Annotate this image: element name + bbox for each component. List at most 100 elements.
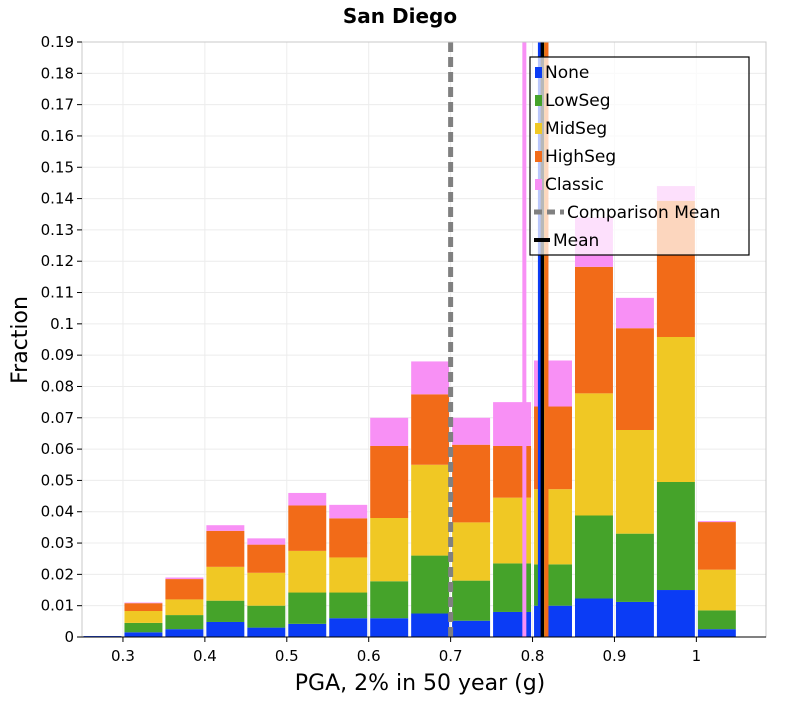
bar-segment-classic: [124, 602, 163, 604]
bar-segment-highseg: [574, 266, 613, 394]
x-tick-label: 0.4: [193, 647, 217, 665]
bar-segment-none: [697, 629, 736, 637]
bar-segment-none: [452, 620, 491, 637]
y-tick-label: 0.19: [41, 33, 74, 51]
bar-segment-classic: [697, 521, 736, 523]
y-tick-label: 0.17: [41, 96, 74, 114]
legend-swatch-lowseg: [535, 95, 542, 106]
bar-segment-midseg: [247, 572, 286, 606]
y-axis-label: Fraction: [8, 296, 33, 384]
bar-segment-highseg: [247, 544, 286, 573]
bar-segment-midseg: [165, 599, 204, 616]
bar-segment-midseg: [574, 393, 613, 516]
y-tick-label: 0.18: [41, 64, 74, 82]
x-tick-label: 0.3: [111, 647, 135, 665]
chart-title: San Diego: [343, 4, 457, 28]
bar-segment-midseg: [697, 569, 736, 611]
bar-segment-none: [656, 590, 695, 637]
bar-segment-highseg: [288, 505, 327, 551]
bar-segment-classic: [165, 577, 204, 580]
bar-segment-lowseg: [370, 581, 409, 619]
bar-segment-lowseg: [656, 481, 695, 591]
legend-swatch-classic: [535, 179, 542, 190]
x-tick-label: 0.5: [275, 647, 299, 665]
legend-swatch-none: [535, 67, 542, 78]
bar-segment-lowseg: [288, 592, 327, 624]
legend-label: None: [545, 63, 589, 83]
legend-swatch-midseg: [535, 123, 542, 134]
bar-segment-classic: [411, 361, 450, 395]
y-tick-label: 0.06: [41, 440, 74, 458]
bar-segment-classic: [370, 417, 409, 446]
bar-segment-highseg: [452, 444, 491, 523]
bar-segment-midseg: [288, 550, 327, 593]
legend-label: MidSeg: [545, 119, 607, 139]
bar-segment-midseg: [411, 464, 450, 556]
y-tick-label: 0: [64, 628, 74, 646]
y-tick-label: 0.13: [41, 221, 74, 239]
legend-swatch-highseg: [535, 151, 542, 162]
x-tick-label: 1: [692, 647, 702, 665]
bar-segment-highseg: [615, 328, 654, 431]
y-tick-label: 0.03: [41, 534, 74, 552]
bar-segment-midseg: [206, 566, 245, 601]
bar-segment-midseg: [124, 611, 163, 623]
bar-segment-lowseg: [329, 592, 368, 619]
y-tick-label: 0.16: [41, 127, 74, 145]
bar-segment-none: [124, 632, 163, 637]
y-tick-label: 0.04: [41, 503, 74, 521]
bar-segment-none: [615, 601, 654, 637]
bar-segment-lowseg: [452, 580, 491, 621]
bar-segment-highseg: [329, 518, 368, 558]
bar-segment-midseg: [615, 430, 654, 534]
bar-segment-classic: [452, 417, 491, 445]
x-tick-label: 0.8: [521, 647, 545, 665]
legend-label: Mean: [553, 231, 599, 251]
bar-segment-none: [370, 618, 409, 637]
bar-segment-classic: [288, 492, 327, 506]
bar-segment-none: [206, 621, 245, 637]
bar-segment-classic: [615, 297, 654, 329]
bar-segment-lowseg: [206, 600, 245, 622]
bar-segment-lowseg: [247, 605, 286, 628]
legend-label: Classic: [545, 175, 604, 195]
bar-segment-lowseg: [165, 615, 204, 630]
x-axis-ticks: 0.3 0.4 0.5 0.6 0.7 0.8 0.9 1: [111, 637, 701, 665]
y-axis-ticks: 0 0.01 0.02 0.03 0.04 0.05 0.06 0.07 0.08 0.09 0.1…: [41, 33, 82, 646]
y-tick-label: 0.05: [41, 471, 74, 489]
bar-segment-none: [574, 598, 613, 637]
legend: None LowSeg MidSeg HighSeg Classic Comparison…: [529, 56, 750, 256]
bar-segment-none: [411, 613, 450, 637]
y-tick-label: 0.1: [50, 315, 74, 333]
x-tick-label: 0.9: [603, 647, 627, 665]
x-tick-label: 0.6: [357, 647, 381, 665]
bar-segment-lowseg: [615, 533, 654, 602]
bar-segment-midseg: [452, 522, 491, 581]
bar-segment-midseg: [329, 557, 368, 593]
bar-segment-highseg: [411, 394, 450, 465]
bar-segment-highseg: [370, 445, 409, 518]
bar-segment-midseg: [656, 336, 695, 482]
y-tick-label: 0.08: [41, 377, 74, 395]
bar-segment-classic: [247, 538, 286, 545]
legend-box: [529, 56, 750, 256]
bar-segment-lowseg: [574, 515, 613, 599]
bar-segment-highseg: [165, 579, 204, 600]
bar-segment-none: [247, 627, 286, 637]
y-tick-label: 0.14: [41, 190, 74, 208]
bar-segment-none: [165, 629, 204, 637]
bar-segment-classic: [329, 504, 368, 519]
bar-segment-highseg: [124, 603, 163, 612]
x-axis-label: PGA, 2% in 50 year (g): [295, 671, 546, 696]
y-tick-label: 0.11: [41, 284, 74, 302]
legend-label: Comparison Mean: [567, 203, 721, 223]
y-tick-label: 0.02: [41, 565, 74, 583]
y-tick-label: 0.01: [41, 597, 74, 615]
y-tick-label: 0.09: [41, 346, 74, 364]
bar-segment-lowseg: [124, 622, 163, 633]
y-tick-label: 0.15: [41, 158, 74, 176]
legend-label: LowSeg: [545, 91, 611, 111]
bar-segment-none: [288, 623, 327, 637]
bar-segment-lowseg: [697, 610, 736, 630]
